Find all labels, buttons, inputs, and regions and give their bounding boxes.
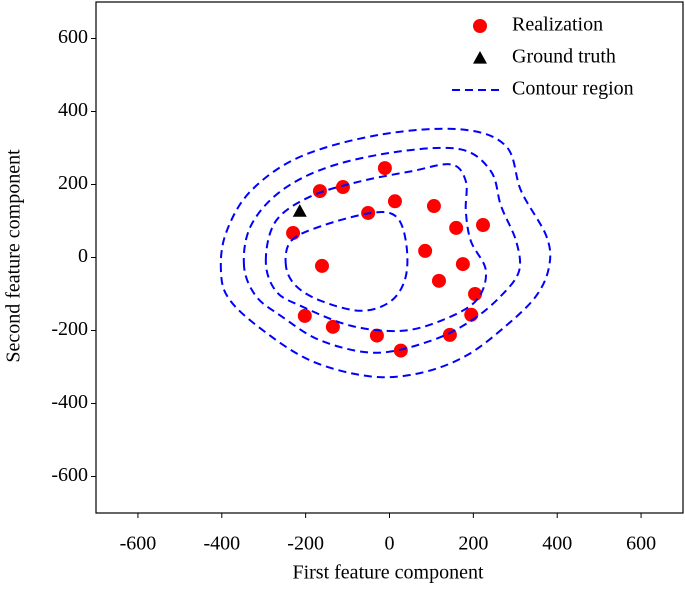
- realization-point: [297, 308, 312, 323]
- x-tick-label: 200: [458, 533, 488, 555]
- realization-point: [377, 161, 392, 176]
- realization-point: [426, 199, 441, 214]
- realization-point: [418, 243, 433, 258]
- legend-marker: [473, 19, 487, 33]
- legend-marker: [473, 51, 487, 64]
- y-tick-label: -600: [51, 464, 88, 486]
- realization-point: [314, 258, 329, 273]
- x-tick-label: 400: [542, 533, 572, 555]
- contour-line: [264, 163, 488, 333]
- legend-label: Realization: [512, 14, 603, 36]
- realization-point: [312, 184, 327, 199]
- realization-point: [455, 257, 470, 272]
- realization-point: [387, 194, 402, 209]
- x-tick-label: -200: [287, 533, 324, 555]
- y-tick-label: 200: [58, 172, 88, 194]
- y-tick-label: 600: [58, 26, 88, 48]
- realization-point: [468, 287, 483, 301]
- realization-point: [431, 273, 446, 288]
- realization-point: [335, 180, 350, 195]
- plot-frame: [95, 1, 684, 514]
- x-tick-label: -400: [203, 533, 240, 555]
- ground-truth-point: [292, 204, 307, 217]
- legend-label: Contour region: [512, 78, 634, 100]
- realization-point: [449, 220, 464, 235]
- realization-point: [369, 328, 384, 343]
- realization-point: [325, 319, 340, 334]
- y-tick-label: -400: [51, 391, 88, 413]
- legend-label: Ground truth: [512, 46, 616, 68]
- realization-point: [476, 218, 491, 233]
- x-tick-label: 600: [626, 533, 656, 555]
- contour-line: [284, 211, 409, 312]
- x-tick-label: 0: [385, 533, 395, 555]
- y-axis-label: Second feature component: [3, 149, 25, 363]
- x-tick-label: -600: [120, 533, 157, 555]
- x-axis-label: First feature component: [292, 562, 483, 584]
- contour-line: [219, 127, 552, 379]
- y-tick-label: 0: [78, 245, 88, 267]
- y-tick-label: 400: [58, 99, 88, 121]
- y-tick-label: -200: [51, 318, 88, 340]
- contour-line: [242, 146, 522, 354]
